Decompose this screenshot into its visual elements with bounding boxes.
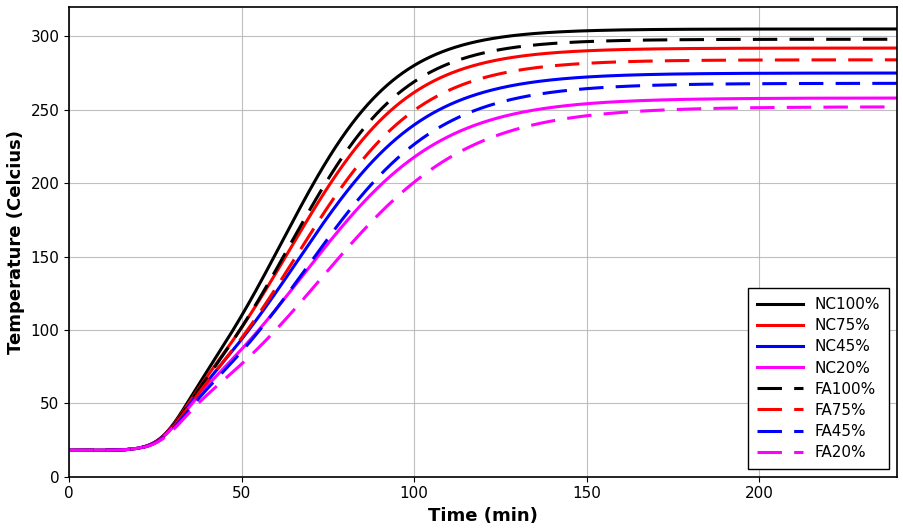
NC20% xyxy=(466,123,477,130)
FA75% xyxy=(890,56,901,63)
Line: FA45%: FA45% xyxy=(70,84,896,451)
NC20% xyxy=(64,447,75,454)
FA45% xyxy=(867,80,878,87)
Line: FA20%: FA20% xyxy=(70,107,896,451)
NC20% xyxy=(106,447,116,453)
NC75% xyxy=(890,45,901,51)
NC20% xyxy=(866,95,877,101)
NC100% xyxy=(106,447,116,453)
NC20% xyxy=(867,95,878,101)
FA100% xyxy=(715,36,726,43)
NC100% xyxy=(64,447,75,454)
Line: FA100%: FA100% xyxy=(70,39,896,451)
NC100% xyxy=(890,26,901,32)
FA75% xyxy=(106,447,116,453)
NC45% xyxy=(715,70,726,77)
NC45% xyxy=(890,70,901,76)
NC45% xyxy=(444,102,455,108)
FA45% xyxy=(466,109,477,115)
Y-axis label: Temperature (Celcius): Temperature (Celcius) xyxy=(7,130,25,354)
NC45% xyxy=(466,93,477,99)
FA45% xyxy=(444,119,455,125)
NC100% xyxy=(444,46,455,52)
FA75% xyxy=(444,87,455,93)
NC100% xyxy=(466,39,477,46)
FA20% xyxy=(715,105,726,111)
FA20% xyxy=(890,104,901,110)
FA75% xyxy=(466,78,477,85)
FA100% xyxy=(106,447,116,453)
FA75% xyxy=(64,447,75,454)
FA100% xyxy=(64,447,75,454)
NC20% xyxy=(444,132,455,139)
NC75% xyxy=(64,447,75,454)
NC20% xyxy=(715,96,726,102)
FA20% xyxy=(64,447,75,454)
FA100% xyxy=(444,60,455,66)
X-axis label: Time (min): Time (min) xyxy=(428,507,537,525)
FA20% xyxy=(466,143,477,149)
FA45% xyxy=(866,80,877,87)
NC20% xyxy=(890,95,901,101)
NC45% xyxy=(866,70,877,76)
NC75% xyxy=(866,45,877,51)
Legend: NC100%, NC75%, NC45%, NC20%, FA100%, FA75%, FA45%, FA20%: NC100%, NC75%, NC45%, NC20%, FA100%, FA7… xyxy=(747,288,889,469)
NC75% xyxy=(444,71,455,77)
NC75% xyxy=(715,45,726,52)
FA20% xyxy=(444,154,455,161)
NC100% xyxy=(866,26,877,32)
FA100% xyxy=(866,36,877,43)
FA20% xyxy=(867,104,878,110)
FA20% xyxy=(106,447,116,453)
NC75% xyxy=(466,63,477,69)
FA75% xyxy=(715,57,726,63)
FA100% xyxy=(466,53,477,59)
FA45% xyxy=(715,81,726,87)
FA45% xyxy=(890,80,901,87)
FA100% xyxy=(867,36,878,43)
NC45% xyxy=(106,447,116,453)
Line: NC20%: NC20% xyxy=(70,98,896,451)
FA75% xyxy=(867,56,878,63)
NC45% xyxy=(64,447,75,454)
FA20% xyxy=(866,104,877,110)
NC100% xyxy=(715,26,726,32)
NC75% xyxy=(867,45,878,51)
FA45% xyxy=(64,447,75,454)
Line: NC45%: NC45% xyxy=(70,73,896,451)
NC75% xyxy=(106,447,116,453)
FA100% xyxy=(890,36,901,43)
FA45% xyxy=(106,447,116,453)
Line: FA75%: FA75% xyxy=(70,60,896,451)
Line: NC100%: NC100% xyxy=(70,29,896,451)
Line: NC75%: NC75% xyxy=(70,48,896,451)
NC45% xyxy=(867,70,878,76)
NC100% xyxy=(867,26,878,32)
FA75% xyxy=(866,56,877,63)
